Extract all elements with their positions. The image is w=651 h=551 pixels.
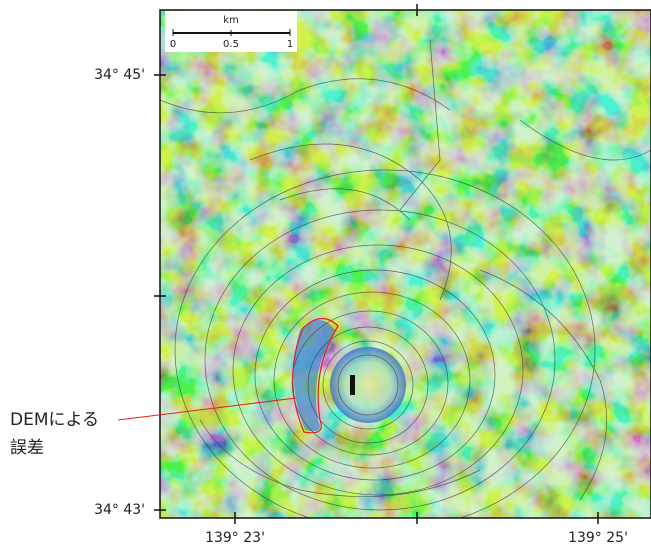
latitude-label: 34° 43' bbox=[94, 502, 145, 518]
scale-label: 0 bbox=[170, 39, 176, 50]
building bbox=[350, 375, 355, 395]
crater bbox=[330, 347, 406, 423]
latitude-label: 34° 45' bbox=[94, 67, 145, 83]
longitude-label: 139° 25' bbox=[568, 530, 628, 546]
annotation-text: DEMによる bbox=[10, 410, 99, 430]
map-figure: km 0 0.5 1 34° 45' 34° 43' 139° 23' 139°… bbox=[0, 0, 651, 551]
scale-unit: km bbox=[223, 15, 239, 26]
scale-bar: km 0 0.5 1 bbox=[165, 11, 297, 52]
map-area bbox=[160, 10, 651, 530]
longitude-label: 139° 23' bbox=[205, 530, 265, 546]
scale-label: 1 bbox=[287, 39, 293, 50]
annotation-text: 誤差 bbox=[10, 438, 44, 458]
scale-label: 0.5 bbox=[223, 39, 239, 50]
